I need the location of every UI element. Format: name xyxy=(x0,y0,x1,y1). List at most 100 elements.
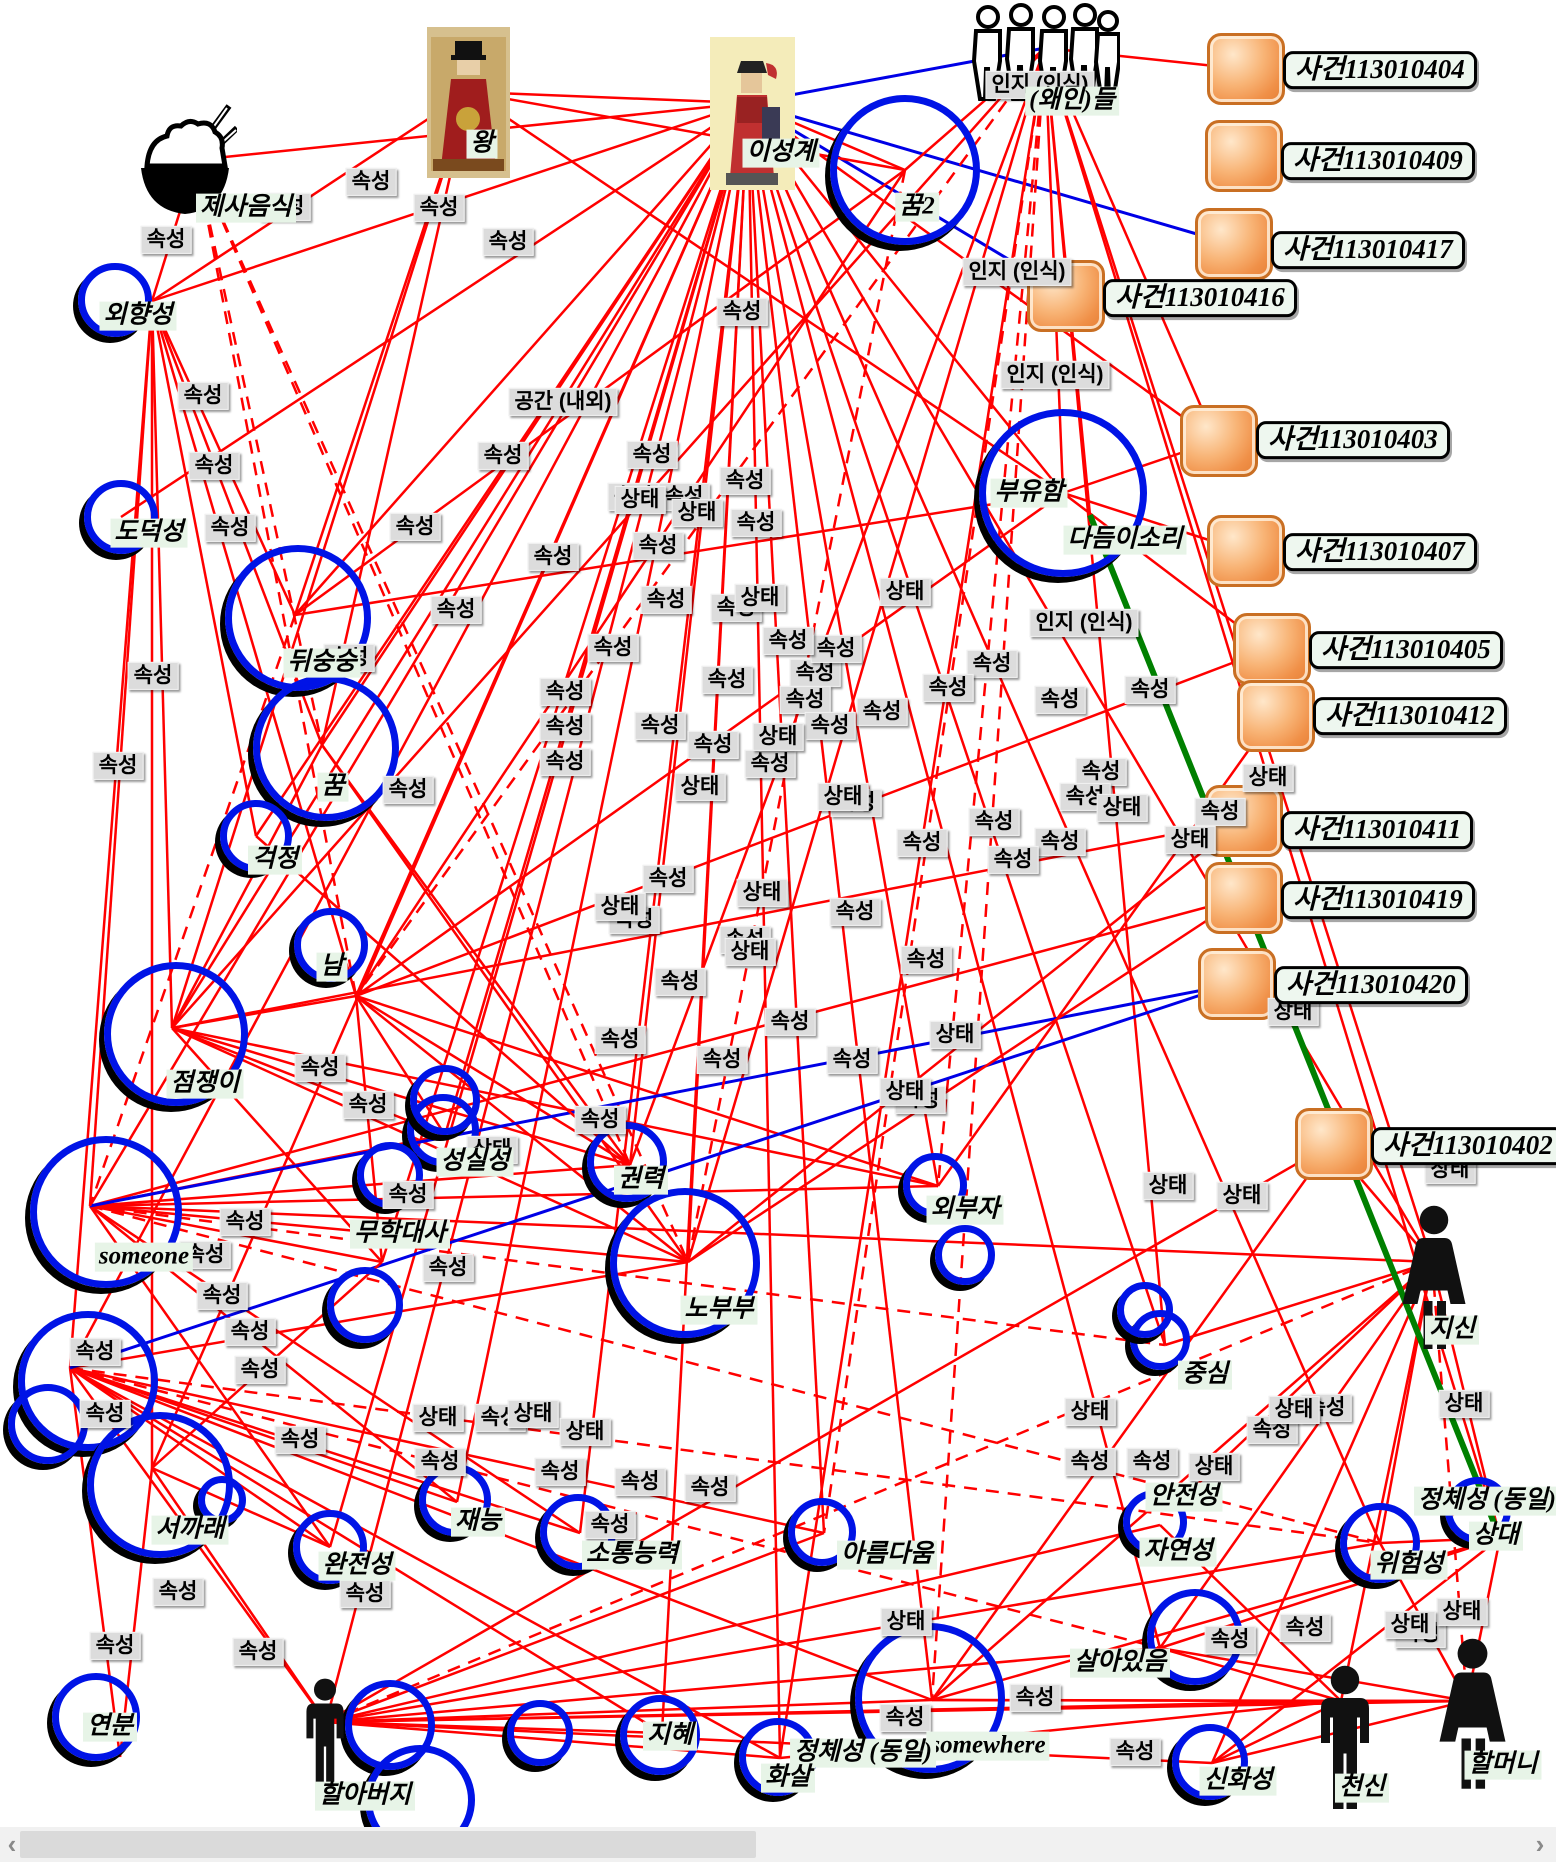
edge-yi-dodeok xyxy=(120,101,749,519)
node-harabeoji-label[interactable]: 할아버지 xyxy=(314,1781,416,1811)
node-d7-circle[interactable] xyxy=(935,1225,995,1285)
node-e405-label[interactable]: 사건113010405 xyxy=(1309,631,1503,669)
node-yeonbun-label[interactable]: 연분 xyxy=(82,1712,138,1742)
node-jisin-label[interactable]: 지신 xyxy=(1424,1315,1480,1345)
node-nobubu-label[interactable]: 노부부 xyxy=(680,1295,758,1325)
scroll-left-icon[interactable]: ‹ xyxy=(7,1829,17,1859)
node-oehyang-label[interactable]: 외향성 xyxy=(99,301,177,331)
node-muhak-circle[interactable] xyxy=(327,1267,403,1343)
node-e411-label[interactable]: 사건113010411 xyxy=(1281,811,1474,849)
node-jungsim-label[interactable]: 중심 xyxy=(1177,1360,1233,1390)
edge-label-33: 속성 xyxy=(701,665,753,695)
node-e409-label[interactable]: 사건113010409 xyxy=(1281,142,1475,180)
node-e412-icon[interactable] xyxy=(1237,680,1315,752)
node-e409-icon[interactable] xyxy=(1205,120,1283,192)
node-hub2-circle[interactable] xyxy=(18,1311,158,1451)
node-e419-label[interactable]: 사건113010419 xyxy=(1281,881,1475,919)
node-wiheom-label[interactable]: 위험성 xyxy=(1370,1550,1448,1580)
node-someone-label[interactable]: someone xyxy=(94,1242,194,1272)
node-e417-label[interactable]: 사건113010417 xyxy=(1271,231,1465,269)
node-jeongche_r-label[interactable]: 정체성 (동일) xyxy=(1414,1486,1556,1516)
horizontal-scrollbar[interactable]: ‹ › xyxy=(0,1827,1556,1862)
node-yi-label[interactable]: 이성계 xyxy=(742,138,820,168)
node-e420-icon[interactable] xyxy=(1198,948,1276,1020)
node-dwisung-label[interactable]: 뒤숭숭 xyxy=(283,648,361,678)
node-cheonsin-label[interactable]: 천신 xyxy=(1334,1773,1390,1803)
node-jeomjaengi-circle[interactable] xyxy=(104,962,248,1106)
edge-sangdae-sinhwa xyxy=(1211,1537,1501,1764)
node-kkum2-label[interactable]: 꿈2 xyxy=(895,192,939,222)
node-wanjeon-circle[interactable] xyxy=(293,1510,367,1584)
node-e405-icon[interactable] xyxy=(1233,613,1311,685)
node-areum-label[interactable]: 아름다움 xyxy=(836,1540,938,1570)
node-harabeoji-icon[interactable] xyxy=(292,1678,358,1794)
node-jeongche_b-label[interactable]: 정체성 (동일) xyxy=(790,1738,936,1768)
edge-label-77: 속성 xyxy=(534,1457,586,1487)
node-sotong-label[interactable]: 소통능력 xyxy=(581,1540,683,1570)
node-seokkarae-label[interactable]: 서까래 xyxy=(151,1515,229,1545)
node-wanjeon-label[interactable]: 완전성 xyxy=(318,1551,396,1581)
node-e412-label[interactable]: 사건113010412 xyxy=(1313,697,1507,735)
node-jesa-label[interactable]: 제사음식 xyxy=(195,193,297,223)
node-sinhwa-label[interactable]: 신화성 xyxy=(1199,1766,1277,1796)
node-somewhere-label[interactable]: somewhere xyxy=(926,1731,1050,1761)
node-e404-icon[interactable] xyxy=(1207,33,1285,105)
node-someone-circle[interactable] xyxy=(30,1136,182,1288)
node-areum-circle[interactable] xyxy=(788,1498,856,1566)
node-nam-label[interactable]: 남 xyxy=(316,952,348,982)
node-dodeok-circle[interactable] xyxy=(84,480,158,554)
node-crowd-label[interactable]: (왜인)들 xyxy=(1025,86,1119,116)
node-sinhwa-circle[interactable] xyxy=(1172,1724,1248,1800)
scroll-right-icon[interactable]: › xyxy=(1535,1829,1545,1859)
node-sangdae-label[interactable]: 상대 xyxy=(1468,1521,1524,1551)
node-king-icon[interactable] xyxy=(427,27,510,178)
node-muhak-label[interactable]: 무학대사 xyxy=(349,1219,451,1249)
edge-label-121: 상태 xyxy=(1384,1610,1436,1640)
node-e419-icon[interactable] xyxy=(1205,862,1283,934)
node-e420-label[interactable]: 사건113010420 xyxy=(1274,966,1468,1004)
node-jeomjaengi-label[interactable]: 점쟁이 xyxy=(166,1069,244,1099)
node-e407-icon[interactable] xyxy=(1207,515,1285,587)
node-d6-circle[interactable] xyxy=(507,1700,573,1766)
node-geokjeong-label[interactable]: 걱정 xyxy=(247,845,303,875)
node-hwal-label[interactable]: 화살 xyxy=(760,1763,816,1793)
node-kkum-circle[interactable] xyxy=(253,675,399,821)
edge-jesa-kkum xyxy=(194,159,324,746)
node-oehyang-circle[interactable] xyxy=(78,263,152,337)
node-e417-icon[interactable] xyxy=(1195,208,1273,280)
node-e404-label[interactable]: 사건113010404 xyxy=(1283,51,1477,89)
edge-harabeoji-e402 xyxy=(325,1142,1332,1724)
node-halmeoni-label[interactable]: 할머니 xyxy=(1464,1750,1542,1780)
node-gwonlyeok-label[interactable]: 권력 xyxy=(613,1165,669,1195)
node-jayeon-label[interactable]: 자연성 xyxy=(1139,1537,1217,1567)
node-buyou-label[interactable]: 부유함 xyxy=(990,478,1068,508)
node-d9-circle[interactable] xyxy=(1117,1282,1173,1338)
node-e402-label[interactable]: 사건113010402 xyxy=(1371,1127,1556,1165)
node-king-label[interactable]: 왕 xyxy=(466,129,498,159)
node-dadeum-label[interactable]: 다듬이소리 xyxy=(1063,525,1187,555)
node-jaeneung-label[interactable]: 재능 xyxy=(450,1507,506,1537)
edge-e419-nobubu xyxy=(687,896,1242,1264)
node-d4-circle[interactable] xyxy=(8,1384,88,1464)
node-sala-label[interactable]: 살아있음 xyxy=(1069,1648,1171,1678)
node-kkum2-circle[interactable] xyxy=(830,95,980,245)
node-jihye-label[interactable]: 지혜 xyxy=(642,1721,698,1751)
node-d1-circle[interactable] xyxy=(410,1065,480,1135)
node-e403-icon[interactable] xyxy=(1180,405,1258,477)
edge-label-99: 상태 xyxy=(752,722,804,752)
node-kkum-label[interactable]: 꿈 xyxy=(317,772,349,802)
scrollbar-thumb[interactable] xyxy=(20,1831,756,1858)
node-wiheom-circle[interactable] xyxy=(1340,1503,1420,1583)
node-e402-icon[interactable] xyxy=(1295,1108,1373,1180)
node-gwonlyeok-circle[interactable] xyxy=(587,1122,667,1202)
node-buyou-circle[interactable] xyxy=(979,409,1147,577)
node-e416-label[interactable]: 사건113010416 xyxy=(1103,279,1297,317)
node-anjeon-label[interactable]: 안전성 xyxy=(1145,1482,1223,1512)
node-e403-label[interactable]: 사건113010403 xyxy=(1256,421,1450,459)
node-nobubu-circle[interactable] xyxy=(610,1188,760,1338)
node-e407-label[interactable]: 사건113010407 xyxy=(1283,533,1477,571)
node-oebuja-label[interactable]: 외부자 xyxy=(926,1195,1004,1225)
node-seongsil-label[interactable]: 성실성 xyxy=(436,1147,514,1177)
node-dodeok-label[interactable]: 도덕성 xyxy=(110,518,188,548)
